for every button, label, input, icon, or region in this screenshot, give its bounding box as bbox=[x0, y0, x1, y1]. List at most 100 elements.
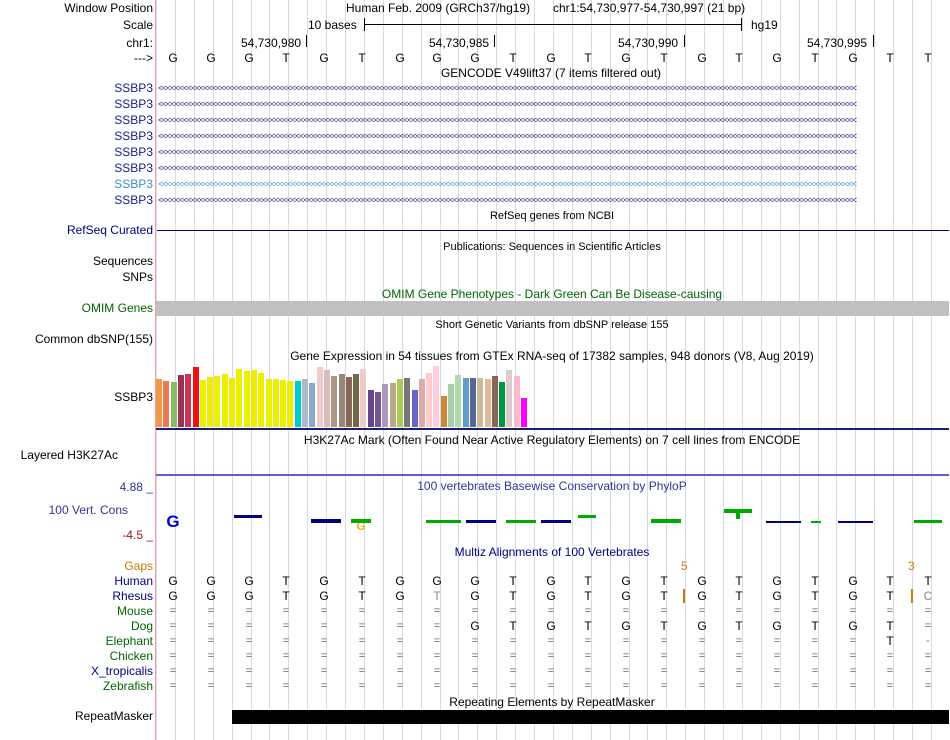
gtex-tissue-bar[interactable] bbox=[177, 375, 184, 427]
species-label[interactable]: Elephant bbox=[105, 634, 153, 648]
gtex-tissue-bar[interactable] bbox=[513, 376, 520, 427]
alignment-base: G bbox=[470, 589, 480, 603]
gtex-tissue-bar[interactable] bbox=[302, 379, 308, 427]
gtex-tissue-bar[interactable] bbox=[163, 381, 170, 427]
omim-track-label[interactable]: OMIM Genes bbox=[81, 301, 153, 315]
sequences-track-label[interactable]: Sequences bbox=[92, 254, 153, 268]
gencode-gene-label[interactable]: SSBP3 bbox=[114, 145, 153, 159]
gencode-gene-label[interactable]: SSBP3 bbox=[114, 177, 153, 191]
species-label[interactable]: X_tropicalis bbox=[90, 664, 153, 678]
alignment-base: G bbox=[432, 574, 442, 588]
species-label[interactable]: Zebrafish bbox=[102, 679, 153, 693]
gtex-tissue-bar[interactable] bbox=[353, 374, 360, 427]
alignment-base: T bbox=[660, 589, 668, 603]
gtex-tissue-bar[interactable] bbox=[229, 378, 235, 427]
gtex-tissue-bar[interactable] bbox=[243, 371, 250, 427]
gtex-tissue-bar[interactable] bbox=[491, 376, 498, 427]
gencode-gene-label[interactable]: SSBP3 bbox=[114, 81, 153, 95]
refseq-gene-line[interactable] bbox=[157, 230, 949, 231]
gencode-gene-arrows[interactable]: <<<<<<<<<<<<<<<<<<<<<<<<<<<<<<<<<<<<<<<<… bbox=[158, 83, 857, 93]
gtex-track-label[interactable]: SSBP3 bbox=[114, 390, 153, 404]
gtex-tissue-bar[interactable] bbox=[309, 383, 316, 427]
gtex-tissue-bar[interactable] bbox=[462, 378, 469, 427]
gtex-bar-chart[interactable] bbox=[156, 366, 556, 427]
gtex-tissue-bar[interactable] bbox=[316, 367, 323, 427]
gridline bbox=[761, 0, 762, 740]
gtex-tissue-bar[interactable] bbox=[156, 379, 162, 427]
gtex-tissue-bar[interactable] bbox=[214, 376, 221, 427]
phylop-track-label[interactable]: 100 Vert. Cons bbox=[48, 503, 128, 517]
gtex-tissue-bar[interactable] bbox=[360, 369, 367, 427]
gencode-gene-label[interactable]: SSBP3 bbox=[114, 129, 153, 143]
alignment-base: = bbox=[811, 635, 819, 647]
gtex-tissue-bar[interactable] bbox=[433, 366, 440, 427]
gtex-tissue-bar[interactable] bbox=[294, 381, 301, 427]
gtex-tissue-bar[interactable] bbox=[418, 379, 425, 427]
gtex-tissue-bar[interactable] bbox=[469, 378, 476, 427]
species-label[interactable]: Rhesus bbox=[112, 589, 153, 603]
gtex-tissue-bar[interactable] bbox=[477, 378, 484, 427]
gtex-tissue-bar[interactable] bbox=[170, 382, 177, 427]
gencode-gene-arrows[interactable]: <<<<<<<<<<<<<<<<<<<<<<<<<<<<<<<<<<<<<<<<… bbox=[158, 115, 857, 125]
gtex-tissue-bar[interactable] bbox=[331, 376, 338, 427]
gtex-tissue-bar[interactable] bbox=[265, 379, 272, 427]
gtex-tissue-bar[interactable] bbox=[207, 377, 214, 427]
repeat-element-block[interactable] bbox=[232, 710, 949, 724]
gtex-tissue-bar[interactable] bbox=[323, 370, 330, 427]
gtex-tissue-bar[interactable] bbox=[185, 374, 192, 427]
gtex-tissue-bar[interactable] bbox=[521, 398, 527, 427]
gtex-tissue-bar[interactable] bbox=[367, 390, 374, 427]
gtex-tissue-bar[interactable] bbox=[389, 383, 396, 427]
gtex-tissue-bar[interactable] bbox=[455, 375, 462, 427]
gtex-tissue-bar[interactable] bbox=[382, 384, 389, 427]
species-label[interactable]: Dog bbox=[130, 619, 153, 633]
gtex-tissue-bar[interactable] bbox=[506, 370, 513, 427]
gridline bbox=[458, 0, 459, 740]
gtex-tissue-bar[interactable] bbox=[404, 378, 411, 427]
gtex-tissue-bar[interactable] bbox=[192, 367, 199, 427]
snps-track-label[interactable]: SNPs bbox=[122, 270, 153, 284]
gtex-tissue-bar[interactable] bbox=[411, 390, 418, 427]
gtex-tissue-bar[interactable] bbox=[280, 380, 287, 427]
gtex-tissue-bar[interactable] bbox=[250, 370, 257, 427]
gtex-tissue-bar[interactable] bbox=[426, 373, 433, 427]
gtex-tissue-bar[interactable] bbox=[396, 379, 403, 427]
gtex-tissue-bar[interactable] bbox=[338, 374, 345, 427]
gencode-gene-label[interactable]: SSBP3 bbox=[114, 161, 153, 175]
gencode-gene-arrows[interactable]: <<<<<<<<<<<<<<<<<<<<<<<<<<<<<<<<<<<<<<<<… bbox=[158, 179, 857, 189]
species-label[interactable]: Mouse bbox=[116, 604, 153, 618]
gencode-gene-arrows[interactable]: <<<<<<<<<<<<<<<<<<<<<<<<<<<<<<<<<<<<<<<<… bbox=[158, 131, 857, 141]
gencode-gene-arrows[interactable]: <<<<<<<<<<<<<<<<<<<<<<<<<<<<<<<<<<<<<<<<… bbox=[158, 99, 857, 109]
gtex-tissue-bar[interactable] bbox=[272, 379, 279, 427]
gencode-gene-arrows[interactable]: <<<<<<<<<<<<<<<<<<<<<<<<<<<<<<<<<<<<<<<<… bbox=[158, 147, 857, 157]
dbsnp-track-label[interactable]: Common dbSNP(155) bbox=[34, 332, 153, 346]
gencode-gene-arrows[interactable]: <<<<<<<<<<<<<<<<<<<<<<<<<<<<<<<<<<<<<<<<… bbox=[158, 163, 857, 173]
omim-gene-bar[interactable] bbox=[156, 301, 949, 316]
gencode-gene-arrows[interactable]: <<<<<<<<<<<<<<<<<<<<<<<<<<<<<<<<<<<<<<<<… bbox=[158, 195, 857, 205]
gtex-tissue-bar[interactable] bbox=[484, 379, 491, 427]
gtex-tissue-bar[interactable] bbox=[345, 377, 352, 427]
species-label[interactable]: Human bbox=[114, 574, 153, 588]
refseq-track-label[interactable]: RefSeq Curated bbox=[66, 223, 153, 237]
gencode-gene-label[interactable]: SSBP3 bbox=[114, 97, 153, 111]
phylop-conservation-plot[interactable]: G G bbox=[156, 505, 949, 535]
repeatmasker-track-label[interactable]: RepeatMasker bbox=[74, 709, 153, 723]
species-label[interactable]: Chicken bbox=[109, 649, 153, 663]
gtex-tissue-bar[interactable] bbox=[221, 374, 228, 427]
h3k27ac-track-label[interactable]: Layered H3K27Ac bbox=[20, 448, 118, 462]
gtex-tissue-bar[interactable] bbox=[236, 369, 243, 427]
gtex-tissue-bar[interactable] bbox=[287, 381, 294, 427]
alignment-base: G bbox=[621, 589, 631, 603]
gtex-tissue-bar[interactable] bbox=[440, 396, 447, 427]
alignment-base: T bbox=[924, 574, 932, 588]
gtex-tissue-bar[interactable] bbox=[448, 384, 454, 427]
gtex-tissue-bar[interactable] bbox=[499, 382, 506, 427]
gencode-gene-label[interactable]: SSBP3 bbox=[114, 113, 153, 127]
alignment-base: = bbox=[660, 665, 668, 677]
gencode-gene-label[interactable]: SSBP3 bbox=[114, 193, 153, 207]
gaps-label[interactable]: Gaps bbox=[124, 559, 153, 573]
gtex-tissue-bar[interactable] bbox=[258, 373, 265, 427]
gtex-tissue-bar[interactable] bbox=[375, 392, 381, 427]
gtex-tissue-bar[interactable] bbox=[199, 380, 206, 427]
